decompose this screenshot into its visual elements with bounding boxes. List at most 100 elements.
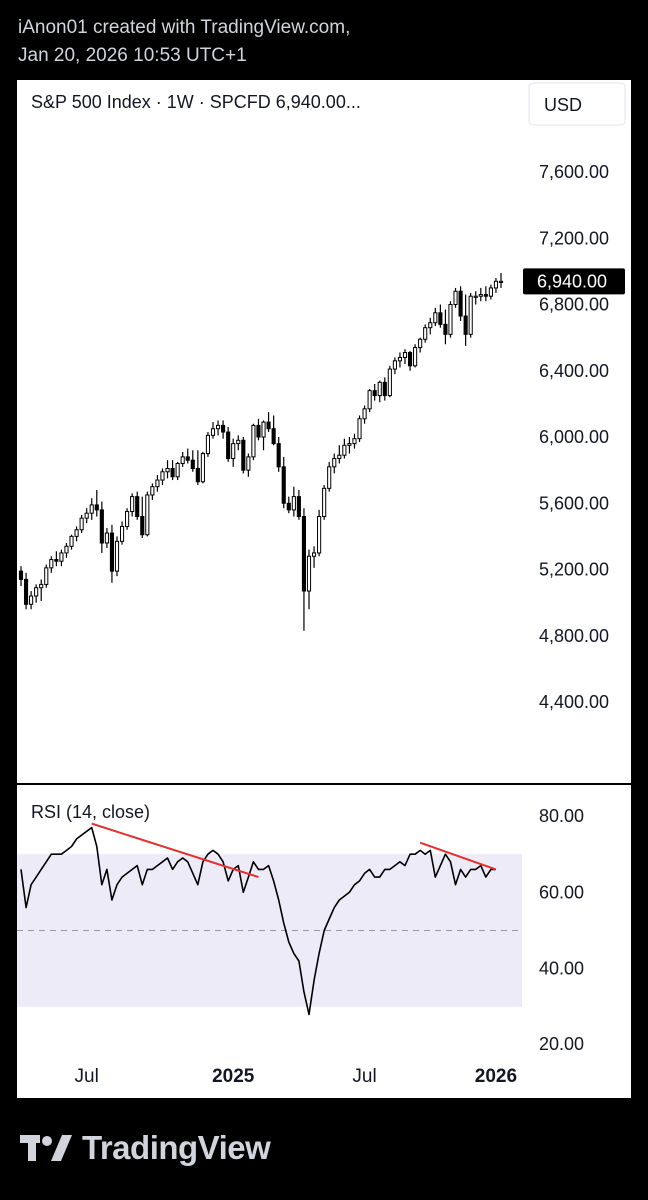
candle[interactable] [23,572,29,610]
candle[interactable] [473,291,478,305]
candle[interactable] [241,437,246,474]
candle[interactable] [130,493,135,517]
candle[interactable] [407,350,413,371]
candle[interactable] [84,508,89,524]
candle[interactable] [54,551,59,567]
rsi-line[interactable] [20,826,496,1016]
candle[interactable] [362,405,367,424]
candle[interactable] [94,490,99,517]
candle[interactable] [463,294,468,346]
candle[interactable] [205,432,211,457]
candle[interactable] [367,388,372,413]
candle[interactable] [59,549,64,567]
candle[interactable] [89,498,94,520]
candle[interactable] [180,451,185,467]
candle[interactable] [236,435,241,451]
candle[interactable] [281,456,286,509]
candle[interactable] [140,496,145,539]
divergence-line[interactable] [419,841,497,871]
chart-panel[interactable]: S&P 500 Index · 1W · SPCFD 6,940.00... US… [17,80,631,1098]
candle[interactable] [352,433,357,449]
candle[interactable] [34,584,39,603]
candle[interactable] [210,422,216,439]
candle[interactable] [261,420,266,451]
candle[interactable] [221,420,226,439]
candle[interactable] [29,591,34,610]
candle[interactable] [49,556,54,573]
candle[interactable] [195,450,200,486]
candle[interactable] [413,344,418,368]
candle[interactable] [387,365,392,398]
candle[interactable] [428,317,433,335]
candle[interactable] [392,357,397,375]
candle[interactable] [418,337,423,353]
candle[interactable] [291,486,296,517]
candle[interactable] [79,514,84,534]
candle[interactable] [74,526,79,542]
candle[interactable] [382,377,387,401]
candle[interactable] [104,528,109,548]
price-pane[interactable]: S&P 500 Index · 1W · SPCFD 6,940.00... US… [18,82,626,631]
candle[interactable] [39,579,44,601]
candle[interactable] [155,475,160,492]
candle[interactable] [150,483,155,500]
rsi-pane[interactable]: RSI (14, close) [17,802,522,1016]
candle[interactable] [433,307,438,327]
candle[interactable] [251,423,256,461]
candle[interactable] [69,534,74,550]
candle[interactable] [332,453,337,474]
candle[interactable] [311,546,317,568]
candle[interactable] [266,412,271,433]
candle[interactable] [342,438,347,459]
candle[interactable] [296,490,301,520]
candle[interactable] [135,491,140,520]
candle[interactable] [256,418,261,441]
candle[interactable] [347,437,352,454]
candle[interactable] [170,460,175,481]
candle[interactable] [271,415,276,446]
candle[interactable] [231,438,236,467]
candle[interactable] [402,349,408,365]
candle[interactable] [453,287,458,308]
candle[interactable] [276,437,281,472]
footer-brand[interactable]: TradingView [20,1128,271,1168]
candle[interactable] [18,566,24,587]
candle[interactable] [438,304,443,328]
candle[interactable] [468,292,473,338]
candle[interactable] [306,549,312,610]
candle[interactable] [327,461,332,492]
currency-button[interactable] [528,82,626,126]
candle[interactable] [246,453,251,477]
candle[interactable] [125,508,130,530]
candle[interactable] [185,448,190,464]
candle[interactable] [377,380,382,403]
candle[interactable] [458,286,463,322]
candle[interactable] [317,509,322,557]
candle[interactable] [397,352,403,368]
candle[interactable] [190,450,195,472]
candle[interactable] [493,278,499,293]
candle[interactable] [64,543,69,558]
candle[interactable] [286,496,291,514]
candle[interactable] [322,485,327,520]
chart-svg[interactable]: S&P 500 Index · 1W · SPCFD 6,940.00... US… [17,80,631,1098]
candle[interactable] [357,415,362,442]
candle[interactable] [488,284,493,300]
candle[interactable] [498,273,504,288]
candle[interactable] [200,451,205,484]
candle[interactable] [119,521,125,545]
divergence-line[interactable] [91,822,259,879]
candle[interactable] [423,324,428,343]
candle[interactable] [478,287,483,302]
candle[interactable] [165,460,170,479]
candle[interactable] [443,309,448,345]
candle[interactable] [114,536,120,577]
candle[interactable] [175,461,180,481]
candle[interactable] [483,286,488,302]
candle[interactable] [301,508,307,631]
candle[interactable] [215,420,221,436]
candle[interactable] [145,491,150,537]
candle[interactable] [448,301,453,338]
candle[interactable] [44,564,49,588]
candle[interactable] [160,468,165,486]
